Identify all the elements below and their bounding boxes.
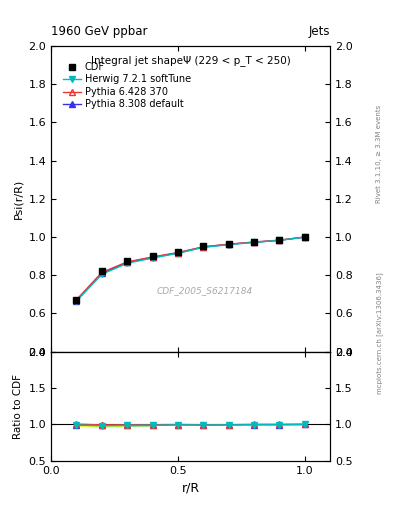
Herwig 7.2.1 softTune <box>252 239 256 245</box>
Pythia 6.428 370 <box>252 239 256 245</box>
CDF <box>277 237 282 243</box>
Herwig 7.2.1 softTune <box>277 237 282 243</box>
Herwig 7.2.1 softTune <box>74 298 79 304</box>
Pythia 6.428 370 <box>99 269 104 275</box>
CDF <box>226 241 231 247</box>
Text: mcplots.cern.ch [arXiv:1306.3436]: mcplots.cern.ch [arXiv:1306.3436] <box>376 272 383 394</box>
Herwig 7.2.1 softTune <box>226 242 231 248</box>
Line: Herwig 7.2.1 softTune: Herwig 7.2.1 softTune <box>73 234 308 304</box>
Herwig 7.2.1 softTune <box>150 255 155 261</box>
X-axis label: r/R: r/R <box>182 481 200 494</box>
CDF <box>150 253 155 259</box>
CDF <box>99 268 104 274</box>
Text: Rivet 3.1.10, ≥ 3.3M events: Rivet 3.1.10, ≥ 3.3M events <box>376 104 382 203</box>
Herwig 7.2.1 softTune <box>201 244 206 250</box>
Pythia 8.308 default <box>74 297 79 304</box>
CDF <box>201 243 206 249</box>
Pythia 6.428 370 <box>176 249 180 255</box>
Line: Pythia 8.308 default: Pythia 8.308 default <box>73 234 308 304</box>
Pythia 8.308 default <box>252 239 256 245</box>
CDF <box>125 258 130 264</box>
Text: 1960 GeV ppbar: 1960 GeV ppbar <box>51 26 148 38</box>
Pythia 6.428 370 <box>150 254 155 260</box>
Pythia 8.308 default <box>302 234 307 240</box>
Pythia 6.428 370 <box>74 296 79 303</box>
Pythia 6.428 370 <box>277 237 282 243</box>
Line: CDF: CDF <box>73 234 308 303</box>
Y-axis label: Ratio to CDF: Ratio to CDF <box>13 374 23 439</box>
Herwig 7.2.1 softTune <box>125 260 130 266</box>
CDF <box>302 234 307 240</box>
Pythia 8.308 default <box>277 237 282 243</box>
Pythia 6.428 370 <box>302 234 307 240</box>
Text: Jets: Jets <box>309 26 330 38</box>
CDF <box>176 249 180 255</box>
Text: Integral jet shapeΨ (229 < p_T < 250): Integral jet shapeΨ (229 < p_T < 250) <box>91 55 290 66</box>
Herwig 7.2.1 softTune <box>302 234 307 240</box>
Line: Pythia 6.428 370: Pythia 6.428 370 <box>73 234 308 303</box>
Herwig 7.2.1 softTune <box>99 271 104 278</box>
CDF <box>252 239 256 245</box>
Legend: CDF, Herwig 7.2.1 softTune, Pythia 6.428 370, Pythia 8.308 default: CDF, Herwig 7.2.1 softTune, Pythia 6.428… <box>62 60 193 111</box>
Pythia 6.428 370 <box>125 259 130 265</box>
Herwig 7.2.1 softTune <box>176 250 180 257</box>
Pythia 8.308 default <box>125 260 130 266</box>
Pythia 6.428 370 <box>226 241 231 247</box>
Pythia 6.428 370 <box>201 244 206 250</box>
CDF <box>74 297 79 303</box>
Pythia 8.308 default <box>226 241 231 247</box>
Pythia 8.308 default <box>176 250 180 256</box>
Pythia 8.308 default <box>99 270 104 276</box>
Y-axis label: Psi(r/R): Psi(r/R) <box>13 179 23 219</box>
Pythia 8.308 default <box>201 244 206 250</box>
Pythia 8.308 default <box>150 254 155 261</box>
Text: CDF_2005_S6217184: CDF_2005_S6217184 <box>156 286 253 295</box>
